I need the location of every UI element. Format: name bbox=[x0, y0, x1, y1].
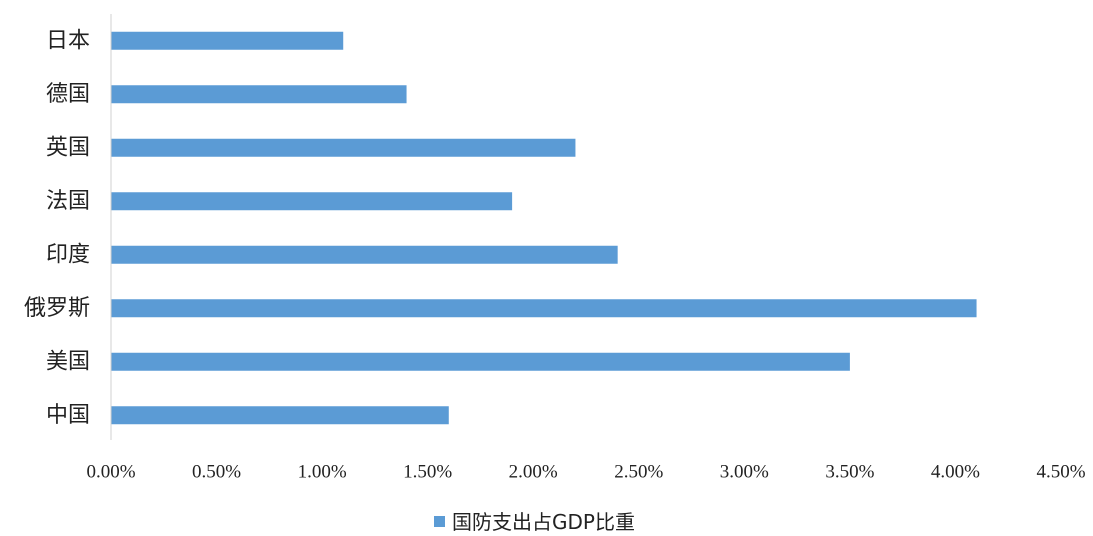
category-label: 中国 bbox=[46, 403, 90, 428]
x-tick-label: 0.00% bbox=[86, 462, 135, 483]
category-label: 德国 bbox=[46, 82, 90, 107]
category-label: 印度 bbox=[46, 242, 90, 267]
x-tick-label: 3.00% bbox=[720, 462, 769, 483]
bar-7 bbox=[111, 352, 850, 371]
bar-4 bbox=[111, 192, 513, 211]
x-tick-label: 3.50% bbox=[825, 462, 874, 483]
category-label: 英国 bbox=[46, 135, 90, 160]
x-tick-label: 0.50% bbox=[192, 462, 241, 483]
x-tick-label: 1.50% bbox=[403, 462, 452, 483]
x-tick-label: 4.50% bbox=[1036, 462, 1085, 483]
x-tick-label: 2.50% bbox=[614, 462, 663, 483]
legend: 国防支出占GDP比重 bbox=[434, 510, 635, 534]
bar-3 bbox=[111, 138, 576, 157]
category-label: 美国 bbox=[46, 349, 90, 374]
legend-label: 国防支出占GDP比重 bbox=[452, 510, 635, 534]
x-tick-labels: 0.00% 0.50% 1.00% 1.50% 2.00% 2.50% 3.00% 3.50%… bbox=[86, 462, 1085, 483]
bar-2 bbox=[111, 85, 407, 104]
x-tick-label: 4.00% bbox=[931, 462, 980, 483]
bar-8 bbox=[111, 406, 449, 425]
bar-5 bbox=[111, 245, 618, 264]
category-label: 俄罗斯 bbox=[24, 296, 90, 321]
category-label: 法国 bbox=[46, 189, 90, 214]
bar-6 bbox=[111, 299, 977, 318]
x-tick-label: 2.00% bbox=[509, 462, 558, 483]
x-tick-label: 1.00% bbox=[298, 462, 347, 483]
bars-layer bbox=[111, 31, 977, 425]
legend-swatch bbox=[434, 516, 445, 527]
category-label: 日本 bbox=[46, 28, 90, 53]
bar-1 bbox=[111, 31, 344, 50]
